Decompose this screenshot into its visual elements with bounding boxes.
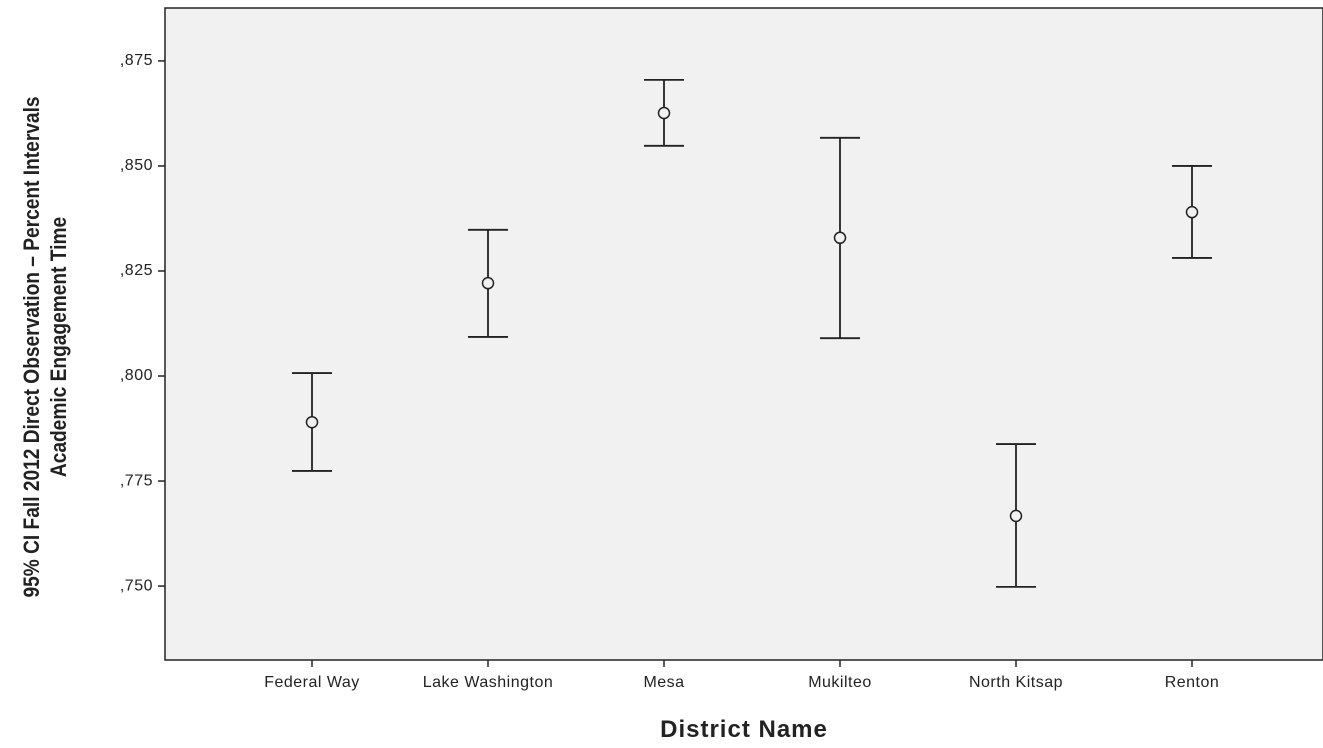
y-tick-label: ,750: [120, 577, 153, 594]
y-tick-label: ,800: [120, 367, 153, 384]
y-tick-label: ,875: [120, 52, 153, 69]
mean-marker: [833, 231, 847, 245]
x-tick-label: Lake Washington: [422, 674, 554, 691]
mean-marker: [657, 106, 671, 120]
x-tick-label: Renton: [1164, 674, 1220, 691]
x-axis-label: District Name: [660, 716, 828, 743]
mean-marker: [1185, 205, 1199, 219]
y-axis-label: 95% CI Fall 2012 Direct Observation – Pe…: [19, 96, 71, 598]
x-tick-label: Mesa: [643, 674, 685, 691]
x-tick-label: Federal Way: [264, 674, 360, 691]
y-tick-label: ,825: [120, 262, 153, 279]
mean-marker: [481, 276, 495, 290]
y-tick-label: ,850: [120, 157, 153, 174]
x-tick-label: North Kitsap: [968, 674, 1064, 691]
mean-marker: [1009, 509, 1023, 523]
y-tick-label: ,775: [120, 472, 153, 489]
plot-area: [164, 7, 1323, 661]
x-tick-label: Mukilteo: [808, 674, 872, 691]
mean-marker: [305, 415, 319, 429]
